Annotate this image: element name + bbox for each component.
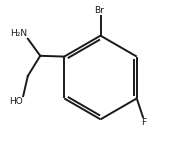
Text: F: F xyxy=(141,118,146,127)
Text: Br: Br xyxy=(94,6,104,15)
Text: HO: HO xyxy=(9,97,22,106)
Text: H₂N: H₂N xyxy=(10,29,27,38)
